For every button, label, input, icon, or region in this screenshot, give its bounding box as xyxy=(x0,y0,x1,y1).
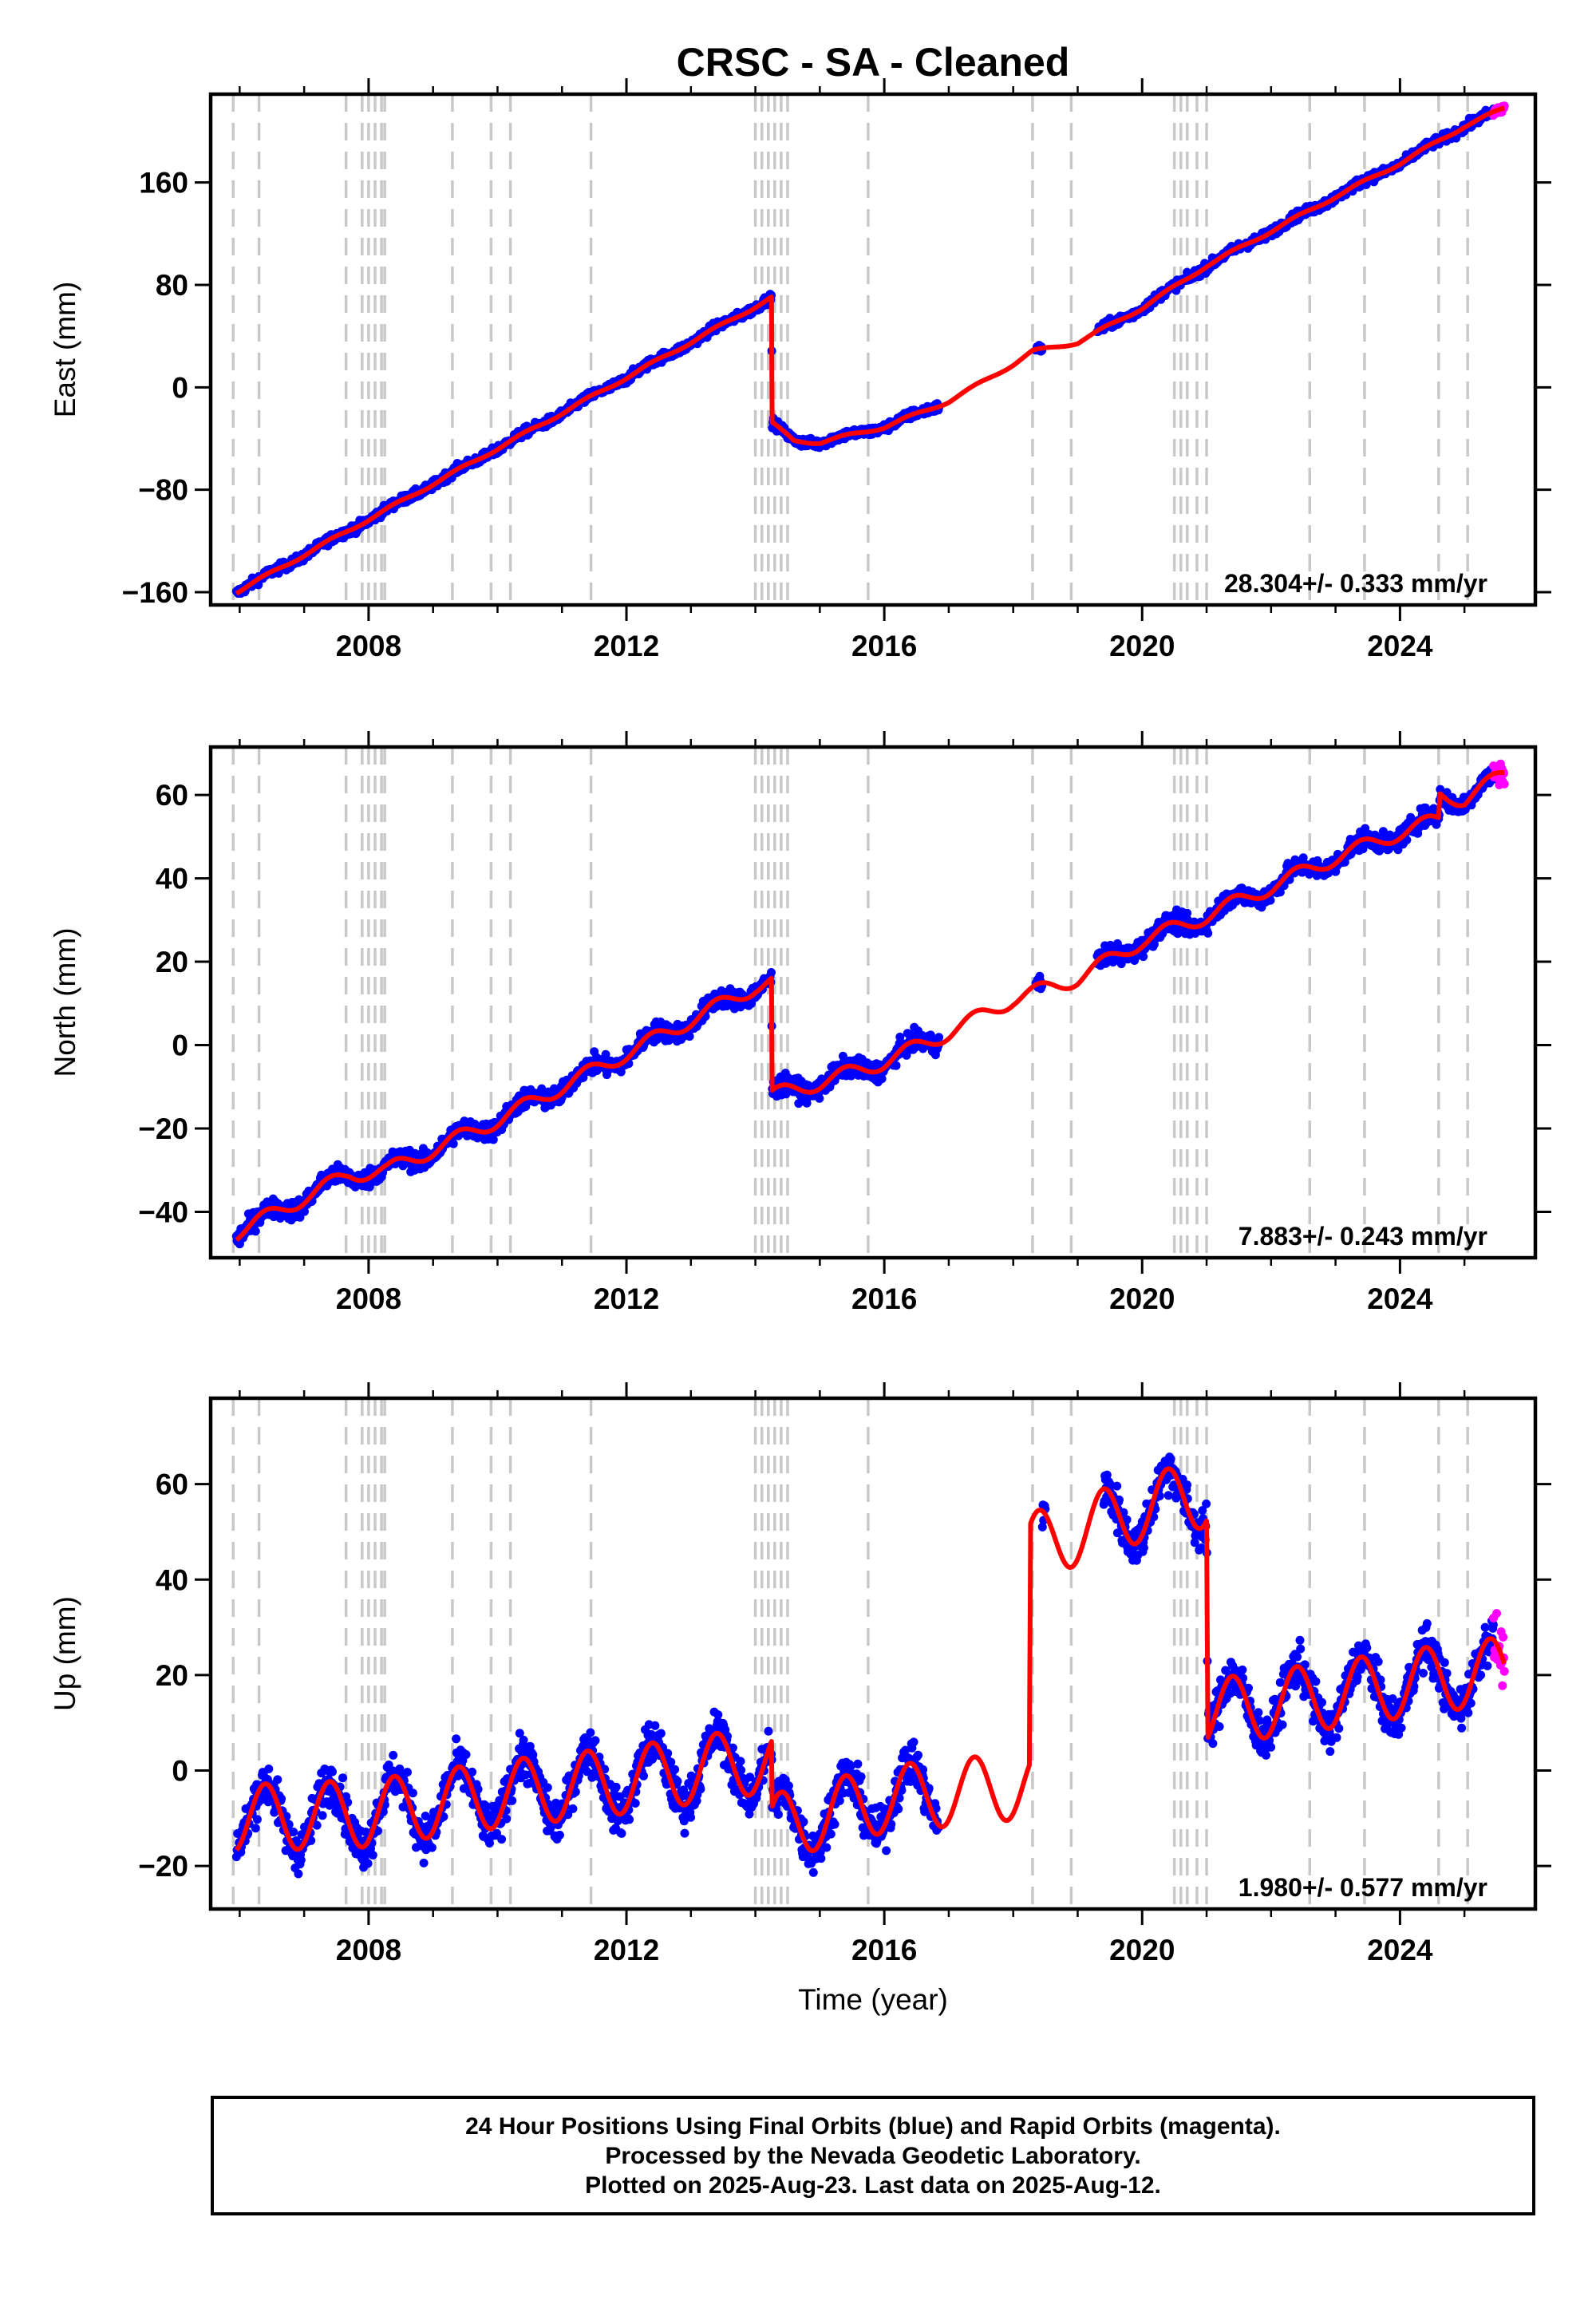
final-orbit-point xyxy=(815,1093,824,1103)
x-tick-label: 2020 xyxy=(1109,1282,1175,1315)
final-orbit-point xyxy=(419,1858,429,1867)
final-orbit-point xyxy=(408,1788,417,1798)
final-orbit-point xyxy=(502,1814,512,1824)
final-orbit-point xyxy=(273,1775,282,1784)
x-tick-label: 2008 xyxy=(336,630,401,662)
final-orbit-point xyxy=(389,1750,398,1760)
final-orbit-point xyxy=(1139,952,1148,962)
final-orbit-point xyxy=(767,968,776,977)
y-tick-label: 160 xyxy=(139,167,188,200)
final-orbit-point xyxy=(427,1843,437,1852)
final-orbit-point xyxy=(586,1728,595,1737)
final-orbit-point xyxy=(363,1859,373,1868)
y-tick-label: 20 xyxy=(156,946,188,978)
final-orbit-point xyxy=(452,1734,461,1744)
final-orbit-point xyxy=(318,1811,327,1820)
north-plot-frame xyxy=(208,745,1538,1260)
y-tick-label: −80 xyxy=(138,474,188,507)
final-orbit-point xyxy=(497,1835,507,1844)
final-orbit-point xyxy=(252,1815,262,1824)
x-tick-label: 2012 xyxy=(594,1282,659,1315)
y-tick-label: 0 xyxy=(172,1030,188,1062)
y-tick-label: 60 xyxy=(156,779,188,812)
y-tick-label: −20 xyxy=(138,1113,188,1145)
final-orbit-point xyxy=(934,1033,944,1042)
final-orbit-point xyxy=(294,1869,303,1879)
final-orbit-point xyxy=(264,1765,274,1773)
final-orbit-point xyxy=(519,1735,528,1745)
final-orbit-point xyxy=(543,1783,552,1792)
final-orbit-point xyxy=(251,1824,260,1833)
final-orbit-point xyxy=(328,1767,337,1777)
east-panel: 2008 2012 2016 2020 2024 −160 −80 0 80 160 East (m… xyxy=(49,78,1551,662)
east-rate-label: 28.304+/- 0.333 mm/yr xyxy=(1224,569,1487,598)
x-tick-label: 2008 xyxy=(336,1282,401,1315)
final-orbit-point xyxy=(568,1804,578,1813)
east-model-curve xyxy=(234,105,1507,596)
north-panel: 2008 2012 2016 2020 2024 −40 −20 0 20 40 60 North (… xyxy=(49,731,1551,1315)
y-tick-label: 80 xyxy=(156,269,188,302)
chart-title: CRSC - SA - Cleaned xyxy=(677,40,1070,85)
north-final-points xyxy=(231,764,1498,1249)
final-orbit-point xyxy=(289,1828,298,1836)
rapid-orbit-point xyxy=(1499,779,1509,788)
east-plot-frame xyxy=(208,92,1538,607)
y-tick-label: −40 xyxy=(138,1196,188,1229)
final-orbit-point xyxy=(368,1851,377,1860)
final-orbit-point xyxy=(461,1750,471,1759)
final-orbit-point xyxy=(448,1139,458,1148)
north-y-axis-label: North (mm) xyxy=(49,927,81,1077)
y-tick-label: −160 xyxy=(122,576,188,609)
x-tick-label: 2012 xyxy=(594,630,659,662)
x-tick-label: 2024 xyxy=(1367,630,1433,662)
x-tick-label: 2024 xyxy=(1367,1282,1433,1315)
final-orbit-point xyxy=(338,1773,347,1783)
east-y-axis-label: East (mm) xyxy=(49,282,81,418)
x-tick-label: 2016 xyxy=(851,1282,917,1315)
x-tick-label: 2020 xyxy=(1109,630,1175,662)
final-orbit-point xyxy=(1203,928,1213,938)
final-orbit-point xyxy=(591,1736,600,1745)
east-final-points xyxy=(231,104,1498,598)
y-tick-label: 0 xyxy=(172,371,188,404)
final-orbit-point xyxy=(508,1796,517,1805)
final-orbit-point xyxy=(403,1768,412,1777)
y-tick-label: 40 xyxy=(156,863,188,895)
final-orbit-point xyxy=(891,1061,901,1070)
north-rate-label: 7.883+/- 0.243 mm/yr xyxy=(1238,1222,1487,1251)
final-orbit-point xyxy=(296,1856,306,1865)
final-orbit-point xyxy=(555,1830,564,1840)
x-tick-label: 2016 xyxy=(851,630,917,662)
final-orbit-point xyxy=(251,1227,260,1236)
